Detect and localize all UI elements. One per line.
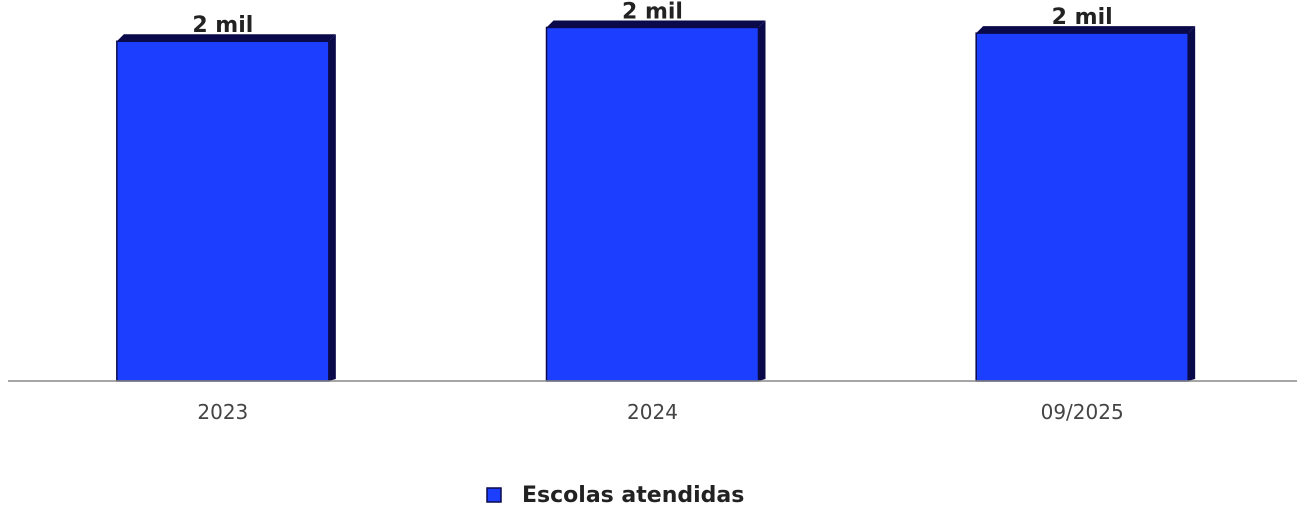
data-label-2: 2 mil xyxy=(622,0,683,24)
data-label-1: 2 mil xyxy=(192,13,253,38)
legend[interactable]: Escolas atendidas xyxy=(486,483,744,508)
bar-top-2 xyxy=(546,20,766,28)
bar-2[interactable] xyxy=(545,26,760,382)
bars-layer: 2 mil 2 mil 2 mil xyxy=(116,0,1196,382)
x-tick-labels: 2023 2024 09/2025 xyxy=(197,400,1123,424)
data-label-3: 2 mil xyxy=(1052,5,1113,30)
bar-side-3 xyxy=(1188,26,1196,381)
bar-1[interactable] xyxy=(116,40,330,382)
bar-side-1 xyxy=(328,34,336,381)
legend-label: Escolas atendidas xyxy=(522,483,744,508)
bar-3[interactable] xyxy=(975,32,1189,382)
legend-swatch xyxy=(486,487,502,503)
x-tick-label-2: 2024 xyxy=(627,400,678,424)
bar-top-1 xyxy=(116,34,336,42)
x-tick-label-3: 09/2025 xyxy=(1041,400,1124,424)
bar-top-3 xyxy=(976,26,1196,34)
bar-side-2 xyxy=(758,20,766,381)
x-tick-label-1: 2023 xyxy=(197,400,248,424)
